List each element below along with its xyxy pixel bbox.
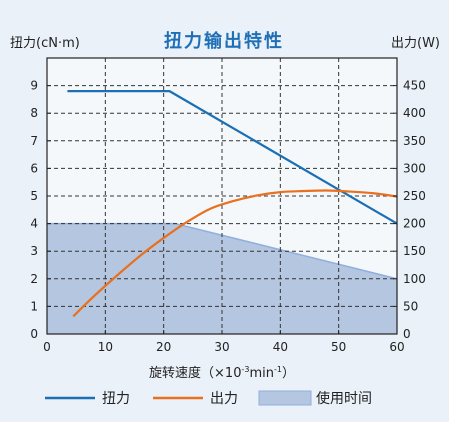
y-right-tick-label: 100 xyxy=(403,272,426,286)
y-right-tick-label: 350 xyxy=(403,134,426,148)
x-tick-label: 50 xyxy=(331,340,346,354)
y-left-tick-label: 1 xyxy=(30,299,38,313)
y-left-tick-label: 5 xyxy=(30,189,38,203)
y-left-tick-label: 4 xyxy=(30,217,38,231)
legend: 扭力 出力 使用时间 xyxy=(45,390,372,407)
y-right-tick-label: 400 xyxy=(403,106,426,120)
y-right-tick-label: 450 xyxy=(403,79,426,93)
output-power-line xyxy=(72,189,398,318)
x-axis-title-exp2: -1 xyxy=(274,365,282,374)
grid-layer xyxy=(47,58,397,334)
legend-label: 使用时间 xyxy=(316,390,372,407)
line-layer xyxy=(67,90,398,318)
y-left-tick-label: 0 xyxy=(30,327,38,341)
y-right-tick-label: 300 xyxy=(403,161,426,175)
x-axis-title-unit: min xyxy=(249,366,274,381)
y-right-tick-label: 150 xyxy=(403,244,426,258)
x-axis-title: 旋转速度（×10-3min-1） xyxy=(149,365,295,381)
x-axis-title-close: ） xyxy=(282,366,295,381)
y-left-tick-label: 8 xyxy=(30,106,38,120)
y-left-tick-label: 7 xyxy=(30,134,38,148)
chart-title: 扭力输出特性 xyxy=(164,30,284,52)
tick-layer: 0 10 20 30 40 50 60012345678905010015020025030… xyxy=(30,79,426,354)
legend-swatch-usage-time xyxy=(258,390,312,406)
x-tick-label: 10 xyxy=(98,340,113,354)
y-right-tick-label: 0 xyxy=(403,327,411,341)
y-right-tick-label: 200 xyxy=(403,217,426,231)
x-tick-label: 30 xyxy=(214,340,229,354)
y-left-tick-label: 9 xyxy=(30,79,38,93)
x-axis-title-main: 旋转速度（×10 xyxy=(149,365,241,381)
x-tick-label: 20 xyxy=(156,340,171,354)
y-left-tick-label: 6 xyxy=(30,161,38,175)
x-tick-label: 40 xyxy=(273,340,288,354)
y-left-axis-title: 扭力(cN·m) xyxy=(10,36,80,51)
y-left-tick-label: 2 xyxy=(30,272,38,286)
y-right-tick-label: 50 xyxy=(403,299,418,313)
y-right-tick-label: 250 xyxy=(403,189,426,203)
y-right-axis-title: 出力(W) xyxy=(391,36,440,51)
legend-label: 出力 xyxy=(210,391,238,407)
x-axis-title-exp: -3 xyxy=(241,365,249,374)
torque-line xyxy=(67,90,398,225)
x-tick-label: 0 xyxy=(43,340,51,354)
x-tick-label: 60 xyxy=(389,340,404,354)
legend-label: 扭力 xyxy=(102,391,130,407)
y-left-tick-label: 3 xyxy=(30,244,38,258)
